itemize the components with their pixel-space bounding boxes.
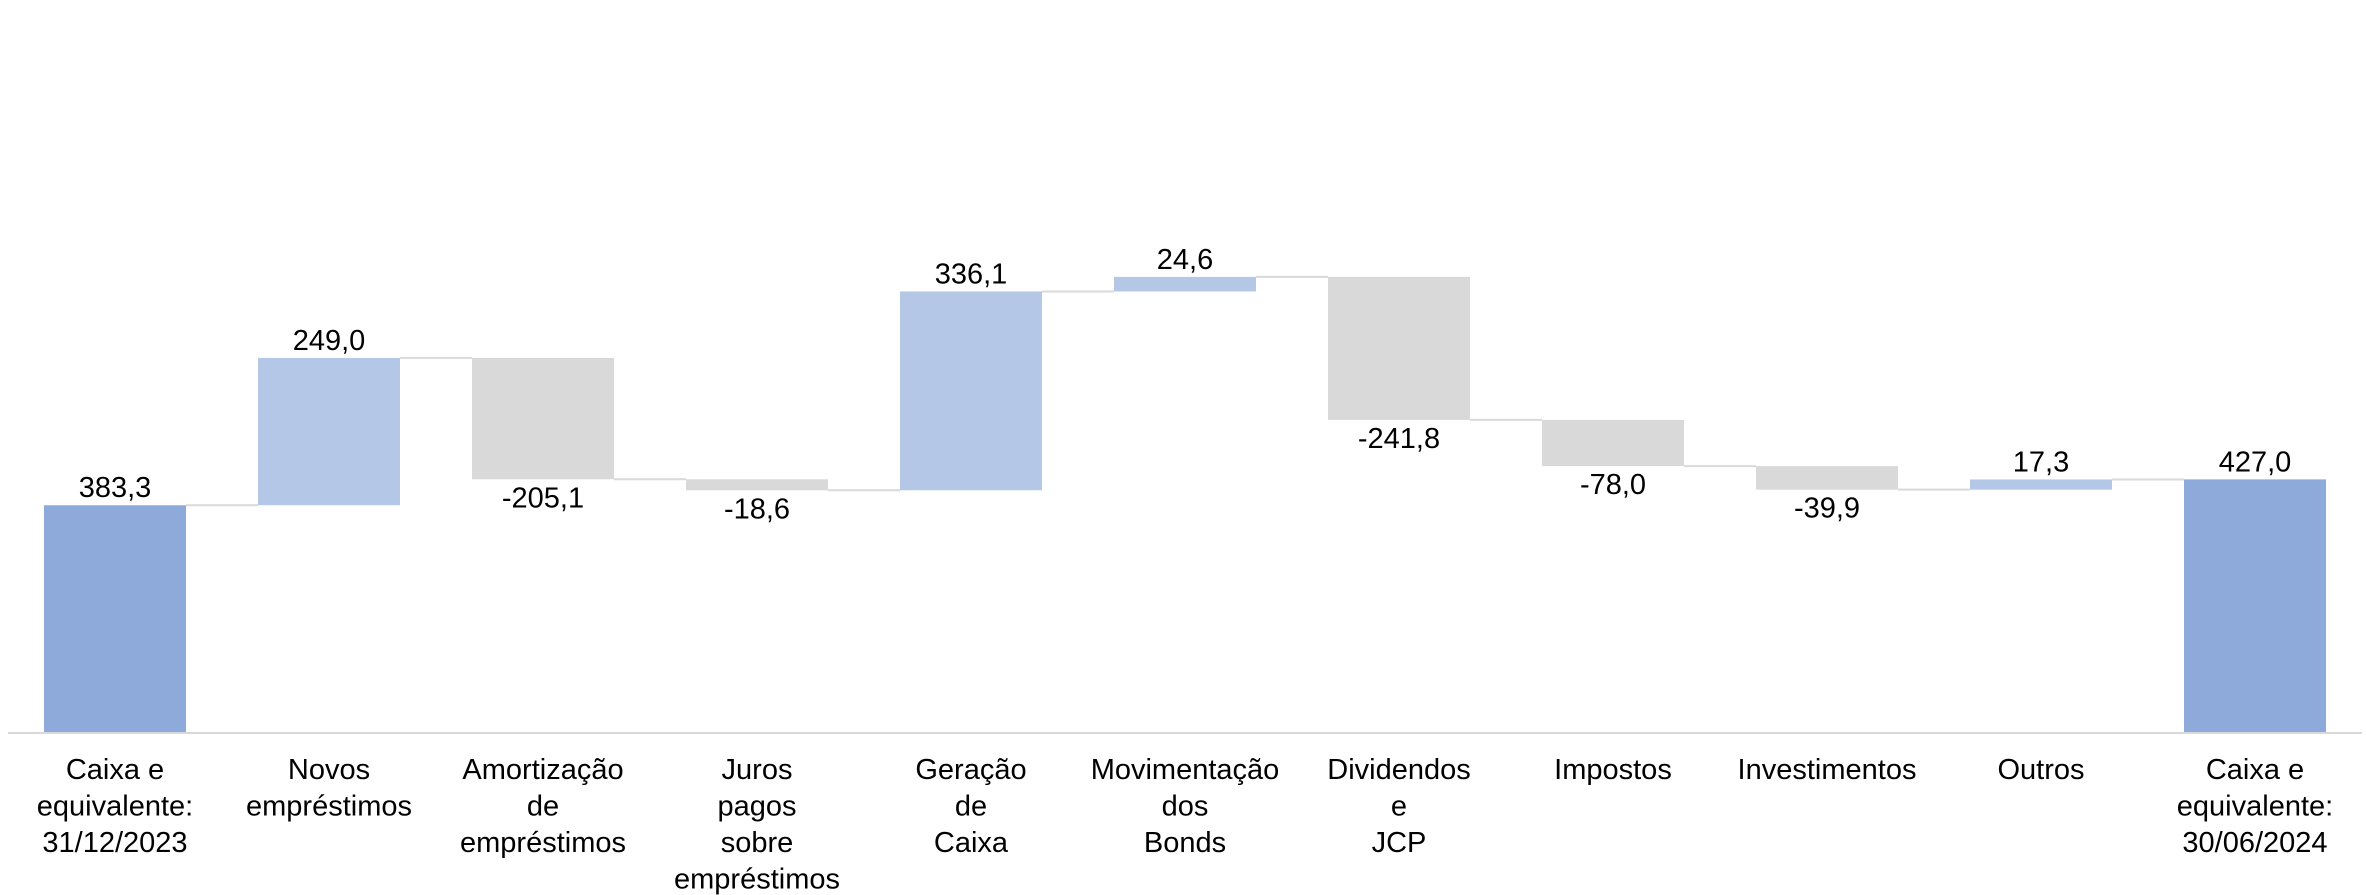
category-label-3-line-3: empréstimos — [674, 864, 840, 895]
bar-0 — [44, 505, 186, 732]
category-label-5-line-1: dos — [1162, 791, 1209, 823]
category-labels-group: Caixa e equivalente: 31/12/2023 Novos emprés… — [37, 754, 2333, 895]
category-label-1-line-0: Novos — [288, 754, 370, 786]
category-label-10: Caixa e equivalente: 30/06/2024 — [2177, 754, 2333, 859]
value-label-3: -18,6 — [724, 493, 790, 525]
category-label-4-line-1: de — [955, 791, 987, 823]
category-label-9: Outros — [1997, 754, 2084, 786]
bar-10 — [2184, 479, 2326, 732]
category-label-2: Amortização de empréstimos — [460, 754, 626, 859]
category-label-5-line-2: Bonds — [1144, 827, 1226, 859]
category-label-2-line-1: de — [527, 791, 559, 823]
bar-4 — [900, 291, 1042, 491]
value-label-10: 427,0 — [2219, 446, 2292, 478]
value-label-2: -205,1 — [502, 482, 584, 514]
category-label-8: Investimentos — [1738, 754, 1917, 786]
category-label-10-line-0: Caixa e — [2206, 754, 2304, 786]
category-label-10-line-1: equivalente: — [2177, 791, 2333, 823]
category-label-9-line-0: Outros — [1997, 754, 2084, 786]
value-label-0: 383,3 — [79, 472, 152, 504]
category-label-0-line-1: equivalente: — [37, 791, 193, 823]
category-label-5-line-0: Movimentação — [1091, 754, 1280, 786]
category-label-3-line-1: pagos — [717, 791, 796, 823]
category-label-7-line-0: Impostos — [1554, 754, 1672, 786]
bar-5 — [1114, 276, 1256, 292]
value-label-5: 24,6 — [1157, 244, 1213, 276]
bar-8 — [1756, 466, 1898, 490]
category-label-6-line-2: JCP — [1372, 827, 1427, 859]
category-label-2-line-2: empréstimos — [460, 827, 626, 859]
bar-9 — [1970, 479, 2112, 490]
category-label-3: Juros pagos sobre empréstimos — [674, 754, 840, 895]
category-label-2-line-0: Amortização — [462, 754, 623, 786]
category-label-1: Novos empréstimos — [246, 754, 412, 823]
category-label-0-line-0: Caixa e — [66, 754, 164, 786]
value-label-4: 336,1 — [935, 258, 1008, 290]
category-label-6-line-1: e — [1391, 791, 1407, 823]
category-label-0: Caixa e equivalente: 31/12/2023 — [37, 754, 193, 859]
category-label-7: Impostos — [1554, 754, 1672, 786]
bar-7 — [1542, 419, 1684, 467]
value-label-1: 249,0 — [293, 325, 366, 357]
value-label-9: 17,3 — [2013, 446, 2069, 478]
category-label-3-line-0: Juros — [722, 754, 793, 786]
category-label-6: Dividendos e JCP — [1327, 754, 1470, 859]
value-label-7: -78,0 — [1580, 469, 1646, 501]
value-label-6: -241,8 — [1358, 423, 1440, 455]
value-label-8: -39,9 — [1794, 493, 1860, 525]
category-label-4: Geração de Caixa — [915, 754, 1026, 859]
value-labels-group: 383,3 249,0 -205,1 -18,6 336,1 24,6 -241,8 -78,… — [79, 244, 2292, 525]
bars-group — [44, 276, 2326, 732]
category-label-4-line-0: Geração — [915, 754, 1026, 786]
category-label-8-line-0: Investimentos — [1738, 754, 1917, 786]
bar-3 — [686, 479, 828, 491]
category-label-4-line-2: Caixa — [934, 827, 1009, 859]
category-label-6-line-0: Dividendos — [1327, 754, 1470, 786]
category-label-3-line-2: sobre — [721, 827, 794, 859]
connector-lines — [186, 275, 2184, 507]
bar-6 — [1328, 276, 1470, 420]
category-label-5: Movimentação dos Bonds — [1091, 754, 1280, 859]
bar-2 — [472, 357, 614, 480]
category-label-0-line-2: 31/12/2023 — [42, 827, 187, 859]
bar-1 — [258, 357, 400, 506]
category-label-1-line-1: empréstimos — [246, 791, 412, 823]
category-label-10-line-2: 30/06/2024 — [2182, 827, 2327, 859]
